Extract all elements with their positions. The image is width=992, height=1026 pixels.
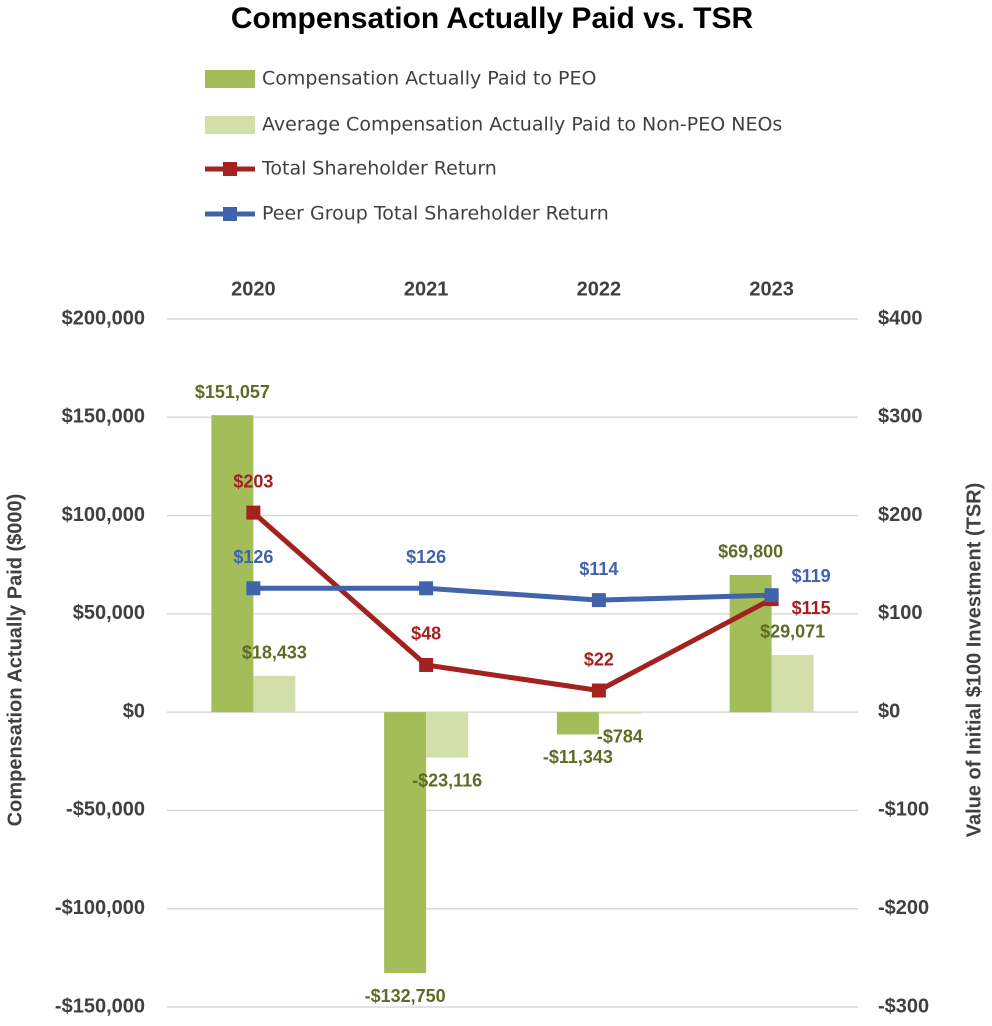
data-label: -$23,116 xyxy=(412,770,482,790)
line xyxy=(251,510,773,694)
data-label: $29,071 xyxy=(760,622,825,642)
y-tick-label: -$150,000 xyxy=(55,995,145,1017)
legend-swatch xyxy=(205,70,255,88)
y2-tick-label: $300 xyxy=(878,406,923,428)
y-tick-label: $100,000 xyxy=(62,504,145,526)
legend-label: Average Compensation Actually Paid to No… xyxy=(262,114,782,136)
data-label: $114 xyxy=(579,559,618,579)
x-tick-label: 2021 xyxy=(404,278,449,300)
marker xyxy=(246,505,261,520)
data-label: -$11,343 xyxy=(543,747,613,767)
y-axis-title: Compensation Actually Paid ($000) xyxy=(4,494,26,827)
y-tick-label: $200,000 xyxy=(62,307,145,329)
legend-label: Compensation Actually Paid to PEO xyxy=(262,68,596,90)
x-tick-label: 2020 xyxy=(231,278,276,300)
bar xyxy=(426,712,469,758)
bar xyxy=(556,712,599,735)
y2-tick-label: $200 xyxy=(878,504,923,526)
y2-tick-label: -$300 xyxy=(878,995,929,1017)
data-label: -$132,750 xyxy=(365,986,446,1006)
bar xyxy=(253,675,296,713)
marker xyxy=(591,593,606,608)
y-tick-label: $50,000 xyxy=(73,602,145,624)
x-tick-label: 2022 xyxy=(577,278,622,300)
bar xyxy=(771,654,814,713)
chart-title: Compensation Actually Paid vs. TSR xyxy=(231,2,754,35)
y-tick-label: -$50,000 xyxy=(66,799,145,821)
data-label: $48 xyxy=(411,624,441,644)
marker xyxy=(591,683,606,698)
y-tick-label: $150,000 xyxy=(62,406,145,428)
legend-swatch xyxy=(205,116,255,134)
y2-tick-label: $0 xyxy=(878,700,900,722)
marker xyxy=(419,657,434,672)
y2-axis-title: Value of Initial $100 Investment (TSR) xyxy=(963,483,985,838)
marker xyxy=(764,588,779,603)
data-label: -$784 xyxy=(597,726,643,746)
line xyxy=(253,585,772,603)
data-label: $203 xyxy=(233,471,273,491)
marker xyxy=(246,581,261,596)
data-label: $115 xyxy=(792,598,831,618)
data-label: $119 xyxy=(792,566,831,586)
data-label: $151,057 xyxy=(195,382,270,402)
bar xyxy=(211,415,254,713)
marker xyxy=(419,581,434,596)
y2-tick-label: $400 xyxy=(878,307,923,329)
x-tick-label: 2023 xyxy=(749,278,794,300)
legend-swatch xyxy=(223,162,237,176)
bar xyxy=(598,712,641,714)
y2-tick-label: $100 xyxy=(878,602,923,624)
y2-tick-label: -$100 xyxy=(878,799,929,821)
legend-swatch xyxy=(223,207,237,221)
legend-label: Peer Group Total Shareholder Return xyxy=(262,203,609,225)
y-tick-label: $0 xyxy=(123,700,145,722)
data-label: $69,800 xyxy=(718,542,783,562)
y2-tick-label: -$200 xyxy=(878,897,929,919)
bar xyxy=(384,712,427,974)
data-label: $126 xyxy=(233,547,273,567)
data-label: $126 xyxy=(406,547,446,567)
y-tick-label: -$100,000 xyxy=(55,897,145,919)
data-label: $18,433 xyxy=(242,643,307,663)
data-label: $22 xyxy=(584,649,614,669)
legend-label: Total Shareholder Return xyxy=(261,158,497,180)
